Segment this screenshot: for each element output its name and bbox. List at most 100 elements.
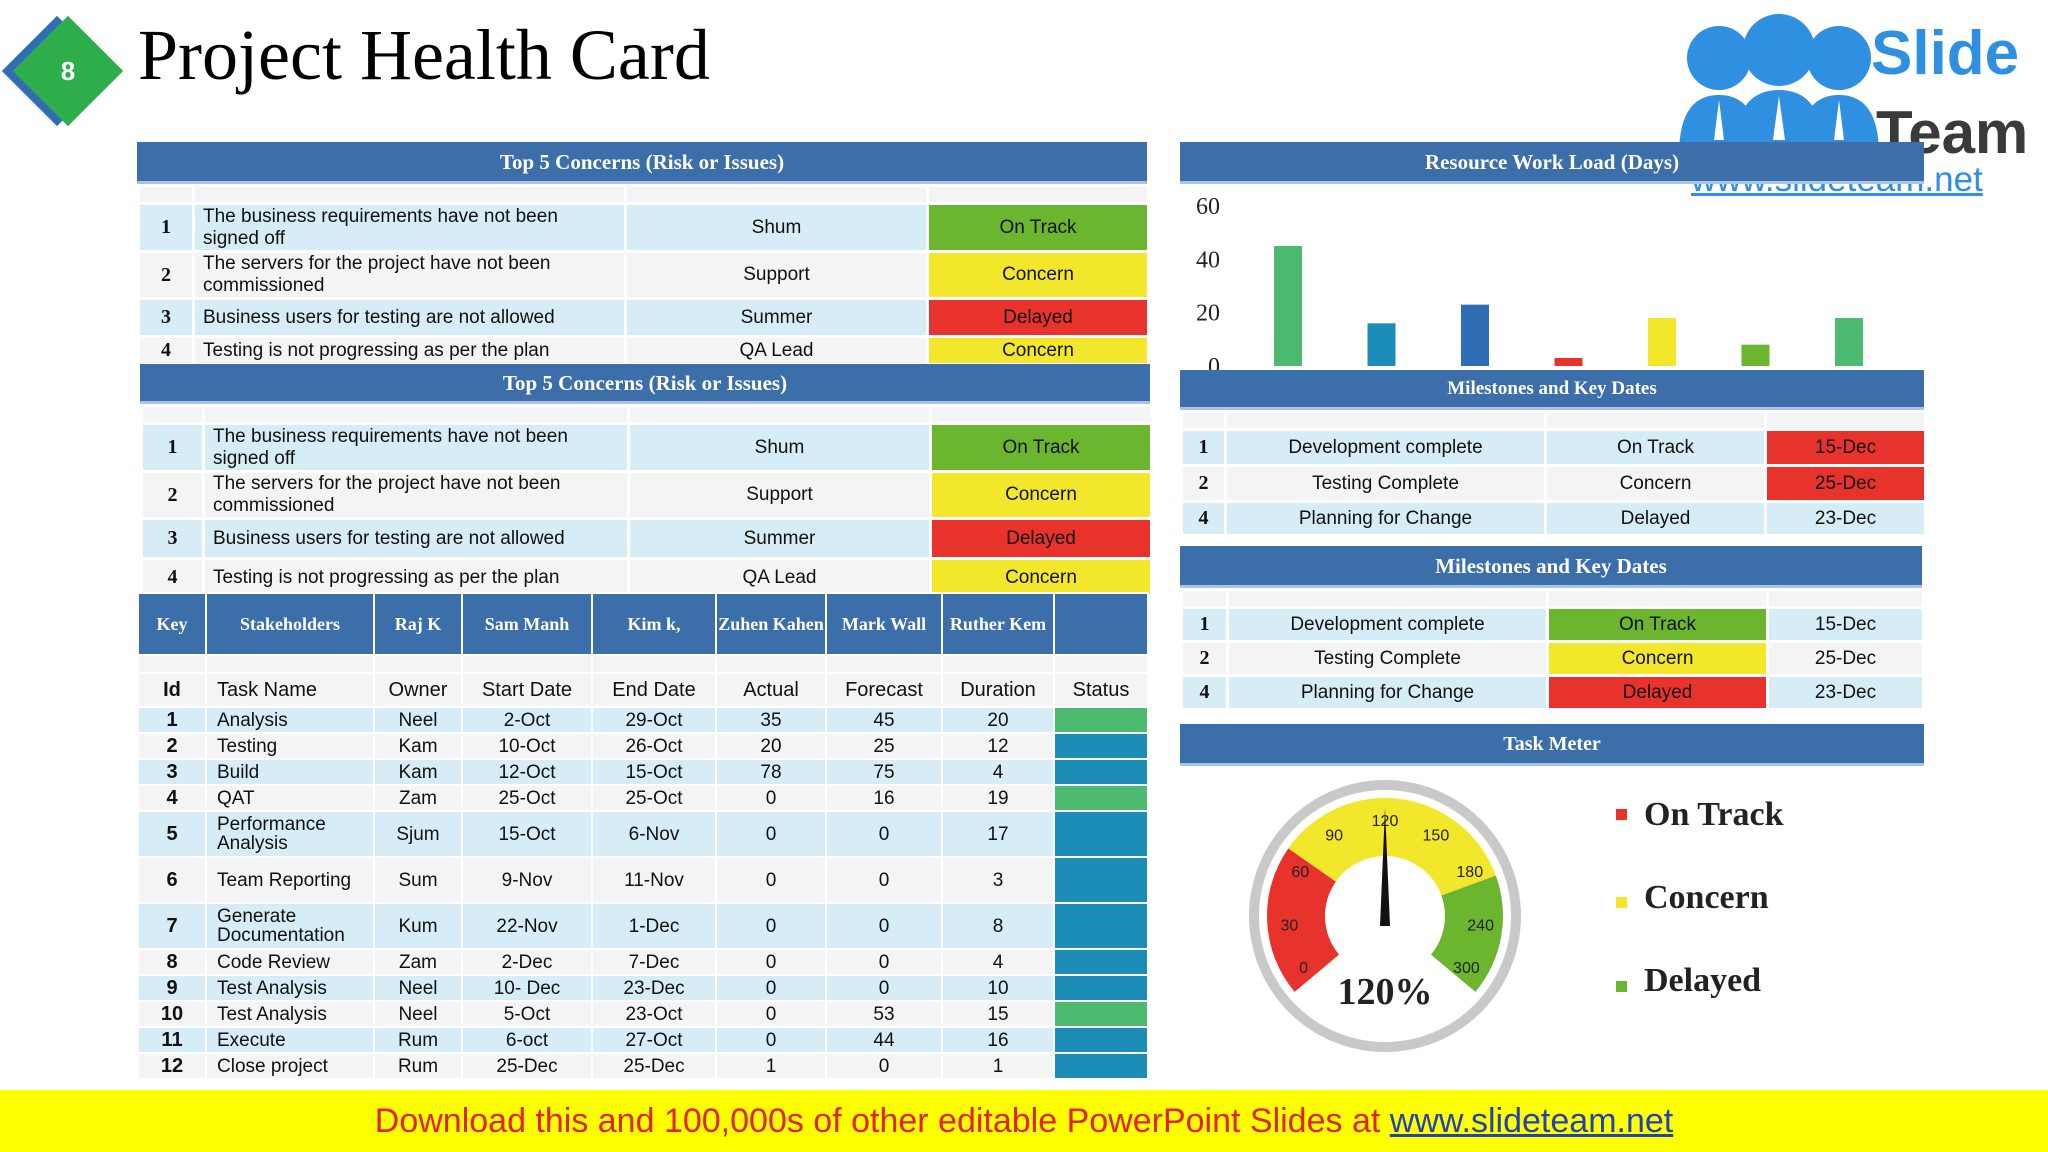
legend-concern: Concern (1644, 879, 1769, 916)
milestone-name: Planning for Change (1224, 500, 1547, 537)
task-start: 12-Oct (461, 758, 593, 786)
gauge-tick-label: 90 (1325, 828, 1343, 845)
page-title: Project Health Card (138, 15, 710, 95)
stakeholder-header: Mark Wall (825, 592, 943, 656)
task-row: 11 Execute Rum 6-oct 27-Oct 0 44 16 (137, 1026, 1149, 1054)
milestone-date: 23-Dec (1764, 500, 1927, 537)
task-id: 10 (137, 1000, 207, 1028)
task-start: 2-Oct (461, 706, 593, 734)
task-row: 1 Analysis Neel 2-Oct 29-Oct 35 45 20 (137, 706, 1149, 734)
task-name: Test Analysis (205, 1000, 375, 1028)
task-end: 15-Oct (591, 758, 717, 786)
concern-owner: QA Lead (624, 335, 929, 366)
task-end: 27-Oct (591, 1026, 717, 1054)
concern-text: The business requirements have not been … (192, 202, 627, 253)
task-id: 4 (137, 784, 207, 812)
task-name: Build (205, 758, 375, 786)
task-end: 25-Oct (591, 784, 717, 812)
concern-owner: QA Lead (627, 557, 932, 598)
task-row: 2 Testing Kam 10-Oct 26-Oct 20 25 12 (137, 732, 1149, 760)
column-header: Forecast (825, 672, 943, 708)
milestone-date: 15-Dec (1764, 428, 1927, 467)
task-status (1053, 732, 1149, 760)
stakeholder-header: Sam Manh (461, 592, 593, 656)
task-name: Performance Analysis (205, 810, 375, 858)
task-name: Test Analysis (205, 974, 375, 1002)
legend-on-track: On Track (1644, 796, 1784, 833)
gauge-needle (1380, 808, 1390, 926)
task-forecast: 0 (825, 902, 943, 950)
milestone-idx: 2 (1180, 464, 1227, 503)
stakeholder-header (1053, 592, 1149, 656)
task-forecast: 0 (825, 948, 943, 976)
column-header: End Date (591, 672, 717, 708)
task-meter-panel: Task Meter (1180, 724, 1924, 766)
footer-link[interactable]: www.slideteam.net (1389, 1102, 1674, 1140)
slideteam-logo: Slide Team www.slideteam.net (1646, 0, 2048, 205)
stakeholder-header: Zuhen Kahen (715, 592, 827, 656)
milestone-status: On Track (1546, 606, 1769, 643)
task-actual: 1 (715, 1052, 827, 1080)
task-actual: 20 (715, 732, 827, 760)
task-duration: 4 (941, 758, 1055, 786)
task-owner: Kam (373, 732, 463, 760)
gauge-red-zone (1267, 848, 1340, 992)
concern-row: 4 Testing is not progressing as per the … (140, 557, 1153, 598)
concern-status: Concern (929, 557, 1153, 598)
task-id: 9 (137, 974, 207, 1002)
spacer-row (1180, 588, 1925, 609)
stakeholder-header: Kim k, (591, 592, 717, 656)
task-row: 4 QAT Zam 25-Oct 25-Oct 0 16 19 (137, 784, 1149, 812)
gauge-green-zone (1430, 875, 1503, 992)
milestone-row: 4 Planning for Change Delayed 23-Dec (1180, 500, 1927, 537)
task-id: 7 (137, 902, 207, 950)
task-actual: 0 (715, 974, 827, 1002)
bar-kum (1741, 344, 1770, 366)
task-duration: 3 (941, 856, 1055, 904)
task-end: 23-Oct (591, 1000, 717, 1028)
task-row: 9 Test Analysis Neel 10- Dec 23-Dec 0 0 10 (137, 974, 1149, 1002)
legend-swatch-concern (1616, 897, 1627, 908)
bar-kam (1367, 323, 1396, 366)
task-end: 11-Nov (591, 856, 717, 904)
task-duration: 15 (941, 1000, 1055, 1028)
task-id: 2 (137, 732, 207, 760)
task-row: 7 Generate Documentation Kum 22-Nov 1-Dec 0 0 8 (137, 902, 1149, 950)
milestone-date: 15-Dec (1766, 606, 1925, 643)
milestone-name: Testing Complete (1224, 464, 1547, 503)
concerns-table: 1 The business requirements have not bee… (140, 404, 1153, 598)
task-actual: 0 (715, 1026, 827, 1054)
stakeholder-header-row: Key Stakeholders Raj K Sam Manh Kim k, Z… (137, 592, 1149, 656)
task-id: 3 (137, 758, 207, 786)
gauge-tick-label: 60 (1291, 864, 1309, 881)
stakeholder-header: Key (137, 592, 207, 656)
task-row: 10 Test Analysis Neel 5-Oct 23-Oct 0 53 15 (137, 1000, 1149, 1028)
task-column-header-row: Id Task Name Owner Start Date End Date A… (137, 672, 1149, 708)
milestone-name: Development complete (1226, 606, 1549, 643)
bar-rum (1835, 318, 1863, 366)
slide-number-badge: 8 (0, 12, 130, 130)
task-forecast: 0 (825, 856, 943, 904)
milestones-table: 1 Development complete On Track 15-Dec 2 Test… (1180, 410, 1927, 537)
task-owner: Kam (373, 758, 463, 786)
task-id: 11 (137, 1026, 207, 1054)
people-icon (1679, 14, 1879, 155)
task-start: 15-Oct (461, 810, 593, 858)
task-actual: 0 (715, 948, 827, 976)
concern-text: Testing is not progressing as per the pl… (202, 557, 630, 598)
footer-text: Download this and 100,000s of other edit… (374, 1102, 1390, 1140)
task-id: 8 (137, 948, 207, 976)
concern-row: 3 Business users for testing are not all… (140, 517, 1153, 560)
task-owner: Neel (373, 974, 463, 1002)
milestone-status: Concern (1546, 640, 1769, 677)
task-name: Execute (205, 1026, 375, 1054)
milestone-status: On Track (1544, 428, 1767, 467)
task-table: Key Stakeholders Raj K Sam Manh Kim k, Z… (137, 592, 1149, 1080)
milestone-row: 1 Development complete On Track 15-Dec (1180, 606, 1925, 643)
task-duration: 19 (941, 784, 1055, 812)
task-owner: Neel (373, 1000, 463, 1028)
milestones-panel-2: Milestones and Key Dates 1 Development co… (1180, 546, 1925, 711)
task-status (1053, 856, 1149, 904)
milestone-name: Testing Complete (1226, 640, 1549, 677)
task-start: 25-Dec (461, 1052, 593, 1080)
